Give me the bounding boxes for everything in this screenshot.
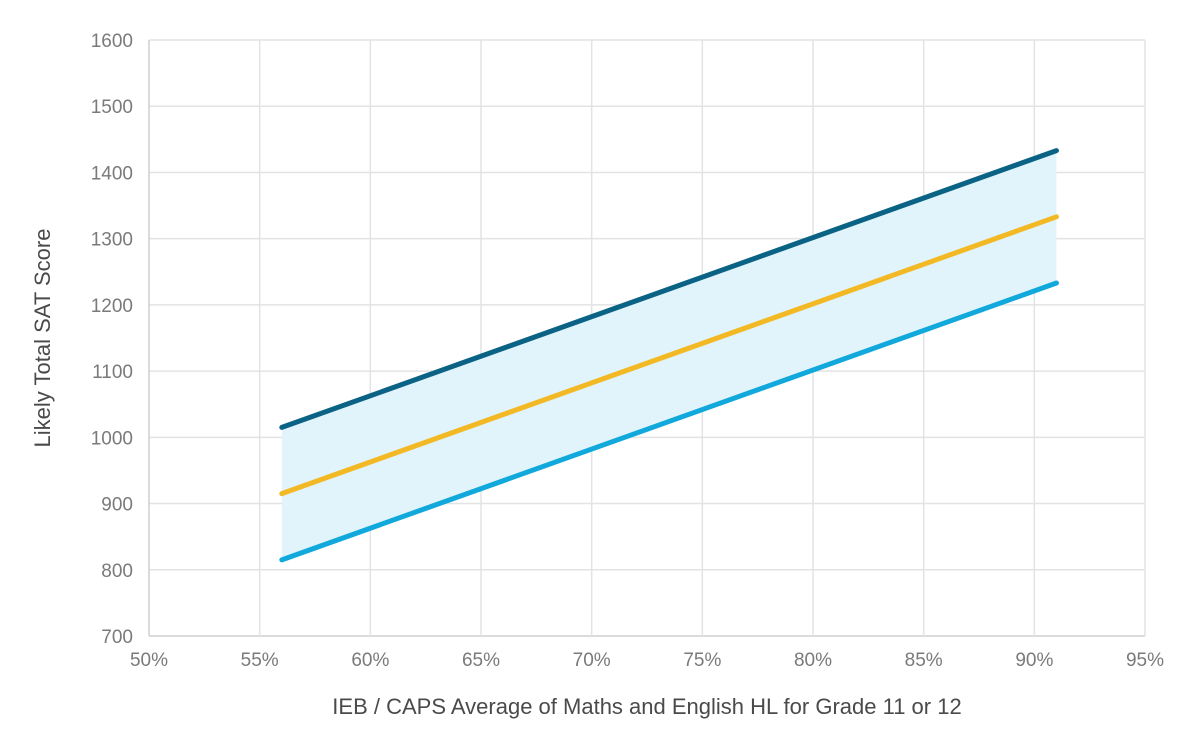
- tick-label-layer: 700 800 900 1000 1100 1200 1300 1400 1500 1600 50%…: [91, 31, 1164, 671]
- y-axis-title: Likely Total SAT Score: [30, 229, 55, 448]
- x-tick-label: 65%: [462, 650, 500, 671]
- x-tick-label: 90%: [1015, 650, 1053, 671]
- x-tick-label: 80%: [794, 650, 832, 671]
- x-axis-title: IEB / CAPS Average of Maths and English …: [332, 694, 961, 719]
- series-line-upper: [279, 148, 1059, 430]
- x-tick-label: 60%: [351, 650, 389, 671]
- x-tick-label: 50%: [130, 650, 168, 671]
- y-tick-label: 1100: [92, 362, 133, 383]
- y-tick-label: 1400: [91, 163, 133, 184]
- series-line-lower: [279, 280, 1059, 563]
- series-layer: [279, 148, 1059, 563]
- y-tick-label: 700: [101, 627, 133, 648]
- y-tick-label: 1500: [91, 97, 133, 118]
- y-tick-label: 1200: [91, 296, 133, 317]
- x-tick-label: 55%: [241, 650, 279, 671]
- x-tick-label: 85%: [905, 650, 943, 671]
- series-line-middle: [279, 214, 1059, 497]
- y-tick-label: 1000: [91, 428, 133, 449]
- y-tick-label: 1600: [91, 31, 133, 52]
- y-tick-label: 800: [101, 561, 133, 582]
- y-tick-label: 1300: [91, 230, 133, 251]
- y-tick-label: 900: [101, 495, 133, 516]
- x-tick-label: 75%: [683, 650, 721, 671]
- x-tick-label: 70%: [573, 650, 611, 671]
- x-tick-label: 95%: [1126, 650, 1164, 671]
